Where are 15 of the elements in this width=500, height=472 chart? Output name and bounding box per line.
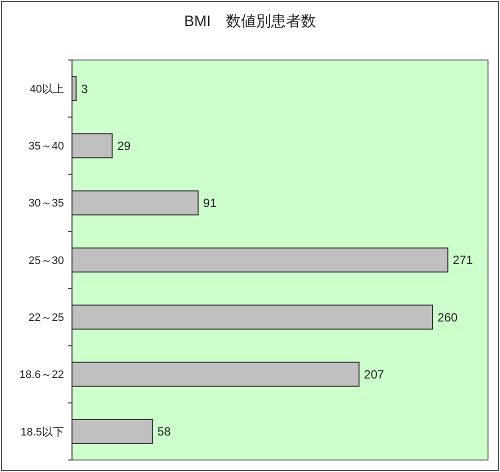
data-label: 207: [364, 367, 384, 382]
data-label: 3: [81, 82, 88, 96]
y-tick-label: 25～30: [28, 254, 64, 267]
y-tick-label: 40以上: [30, 82, 64, 96]
y-tick-label: 30～35: [28, 198, 64, 210]
data-label: 91: [203, 196, 217, 210]
y-tick-label: 18.5以下: [20, 425, 64, 438]
y-tick-label: 18.6～22: [19, 369, 64, 382]
data-label: 29: [117, 138, 131, 153]
data-label: 271: [452, 253, 474, 268]
chart-title: BMI 数値別患者数: [184, 13, 316, 30]
y-tick-label: 22～25: [28, 312, 64, 324]
data-label: 260: [438, 310, 458, 324]
y-tick-label: 35～40: [28, 140, 64, 153]
data-label: 58: [157, 424, 172, 439]
